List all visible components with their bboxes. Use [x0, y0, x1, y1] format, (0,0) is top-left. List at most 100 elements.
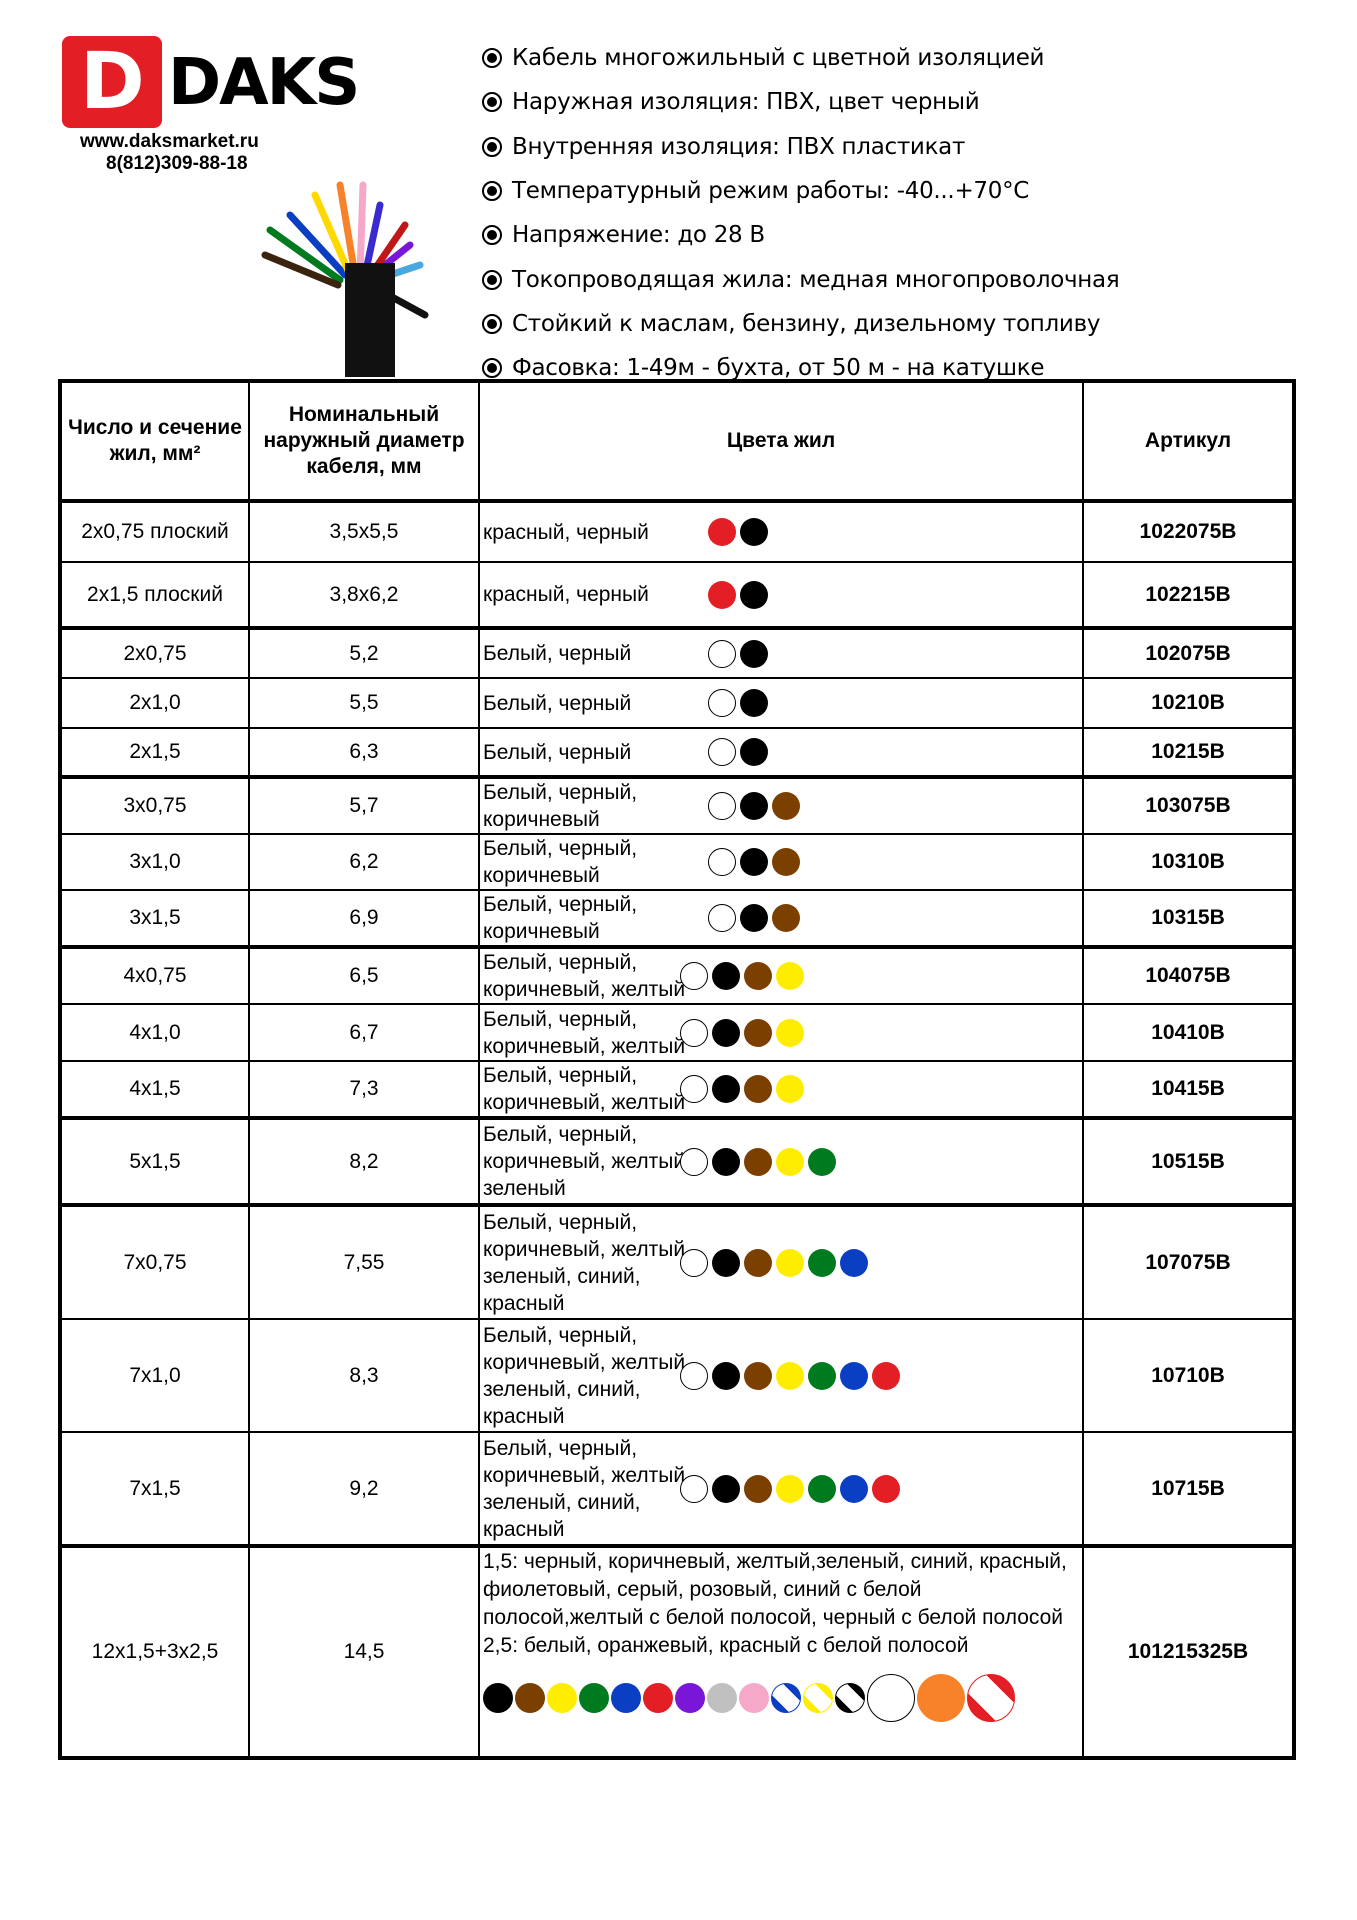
article-cell: 107075В — [1082, 1203, 1295, 1320]
colors-text: Белый, черный, коричневый, желтый — [483, 951, 686, 1001]
color-dots — [708, 689, 772, 717]
color-dot-yellow — [776, 1075, 804, 1103]
color-dots — [708, 639, 772, 668]
color-dot-black-stripe — [835, 1683, 865, 1713]
color-dot-black — [712, 1075, 740, 1103]
colors-cell: 1,5: черный, коричневый, желтый,зеленый,… — [478, 1544, 1084, 1759]
color-dot-blue — [840, 1248, 868, 1277]
color-dot-white — [680, 1147, 708, 1176]
radio-bullet-icon — [482, 313, 502, 334]
section-cell: 2x0,75 — [59, 626, 250, 679]
color-dot-white — [708, 848, 736, 876]
article-cell: 10210В — [1082, 677, 1295, 729]
table-row: 3x1,0 6,2 Белый, черный, коричневый 10310В — [59, 833, 1295, 891]
color-dot-red — [708, 580, 736, 609]
colors-cell: Белый, черный — [478, 727, 1084, 778]
table-row: 5x1,5 8,2 Белый, черный, коричневый, желты… — [59, 1116, 1295, 1206]
colors-cell: Белый, черный, коричневый, желтый — [478, 1003, 1084, 1062]
feature-text: Температурный режим работы: -40...+70°С — [512, 178, 1030, 205]
table-row: 2x1,5 плоский 3,8x6,2 красный, черный 10221… — [59, 561, 1295, 629]
table-row: 7x1,5 9,2 Белый, черный, коричневый, желты… — [59, 1431, 1295, 1547]
colors-cell: Белый, черный — [478, 677, 1084, 729]
radio-bullet-icon — [482, 225, 502, 246]
color-dot-black — [740, 848, 768, 876]
color-dot-black — [740, 689, 768, 717]
header-diameter: Номинальный наружный диаметр кабеля, мм — [248, 380, 480, 502]
colors-cell: Белый, черный, коричневый — [478, 833, 1084, 891]
article-cell: 102215В — [1082, 561, 1295, 629]
article-cell: 10715В — [1082, 1431, 1295, 1547]
color-dot-white — [708, 738, 736, 766]
colors-text: Белый, черный, коричневый, желтый, зелен… — [483, 1323, 691, 1428]
color-dot-grey — [707, 1683, 737, 1713]
colors-text: Белый, черный, коричневый — [483, 837, 638, 887]
article-cell: 10310В — [1082, 833, 1295, 891]
color-dot-white — [680, 1018, 708, 1047]
color-dots — [680, 1361, 904, 1390]
header-colors: Цвета жил — [478, 380, 1084, 502]
color-dot-black — [712, 1361, 740, 1390]
logo-mark: D — [62, 36, 162, 128]
colors-text: Белый, черный — [483, 691, 632, 715]
feature-text: Наружная изоляция: ПВХ, цвет черный — [512, 89, 980, 116]
color-dot-black — [712, 1147, 740, 1176]
colors-text: Белый, черный, коричневый, желтый, зелен… — [483, 1210, 691, 1315]
article-cell: 104075В — [1082, 945, 1295, 1005]
color-dot-yellow — [776, 1147, 804, 1176]
feature-item: Напряжение: до 28 В — [482, 213, 1119, 257]
colors-text: красный, черный — [483, 520, 649, 544]
color-dots — [680, 1248, 872, 1277]
color-dot-white — [680, 1474, 708, 1503]
radio-bullet-icon — [482, 269, 502, 290]
article-cell: 103075В — [1082, 775, 1295, 835]
color-dot-yellow — [776, 1248, 804, 1277]
section-cell: 3x0,75 — [59, 775, 250, 835]
color-dot-white — [708, 792, 736, 820]
table-row: 4x1,5 7,3 Белый, черный, коричневый, желты… — [59, 1060, 1295, 1119]
color-dots — [680, 1147, 840, 1176]
table-row: 2x1,5 6,3 Белый, черный 10215В — [59, 727, 1295, 778]
colors-cell: красный, черный — [478, 499, 1084, 563]
section-cell: 4x0,75 — [59, 945, 250, 1005]
color-dot-brown — [744, 1248, 772, 1277]
feature-text: Напряжение: до 28 В — [512, 222, 765, 249]
color-dot-brown — [772, 792, 800, 820]
color-dot-red — [708, 518, 736, 546]
phone-number: 8(812)309-88-18 — [106, 153, 248, 174]
feature-text: Внутренняя изоляция: ПВХ пластикат — [512, 133, 966, 160]
article-cell: 10315В — [1082, 889, 1295, 948]
colors-cell: Белый, черный, коричневый, желтый — [478, 1060, 1084, 1119]
table-row: 7x0,75 7,55 Белый, черный, коричневый, жел… — [59, 1203, 1295, 1320]
section-cell: 3x1,5 — [59, 889, 250, 948]
website-link[interactable]: www.daksmarket.ru — [80, 131, 259, 152]
colors-cell: Белый, черный, коричневый — [478, 775, 1084, 835]
colors-text: Белый, черный — [483, 642, 632, 665]
color-dot-black — [740, 904, 768, 932]
feature-item: Стойкий к маслам, бензину, дизельному то… — [482, 302, 1119, 346]
radio-bullet-icon — [482, 48, 502, 69]
article-cell: 10410В — [1082, 1003, 1295, 1062]
diameter-cell: 7,3 — [248, 1060, 480, 1119]
section-cell: 7x0,75 — [59, 1203, 250, 1320]
color-dot-white — [680, 962, 708, 990]
color-dot-violet — [675, 1683, 705, 1713]
feature-item: Кабель многожильный с цветной изоляцией — [482, 36, 1119, 80]
color-dot-red — [872, 1361, 900, 1390]
color-dot-yellow — [547, 1683, 577, 1713]
color-dot-black — [740, 518, 768, 546]
diameter-cell: 7,55 — [248, 1203, 480, 1320]
colors-cell: Белый, черный, коричневый, желтый, зелен… — [478, 1203, 1084, 1320]
colors-cell: Белый, черный, коричневый — [478, 889, 1084, 948]
diameter-cell: 8,2 — [248, 1116, 480, 1206]
diameter-cell: 14,5 — [248, 1544, 480, 1759]
color-dot-brown — [744, 1075, 772, 1103]
color-dot-black — [712, 1248, 740, 1277]
colors-cell: Белый, черный, коричневый, желтый, зелен… — [478, 1431, 1084, 1547]
table-row: 3x1,5 6,9 Белый, черный, коричневый 10315В — [59, 889, 1295, 948]
color-dot-yellow — [776, 962, 804, 990]
feature-list: Кабель многожильный с цветной изоляцией Н… — [482, 36, 1120, 390]
section-cell: 2x1,0 — [59, 677, 250, 729]
color-dot-white — [680, 1361, 708, 1390]
color-dot-white-large — [867, 1674, 915, 1722]
color-dot-black — [712, 962, 740, 990]
